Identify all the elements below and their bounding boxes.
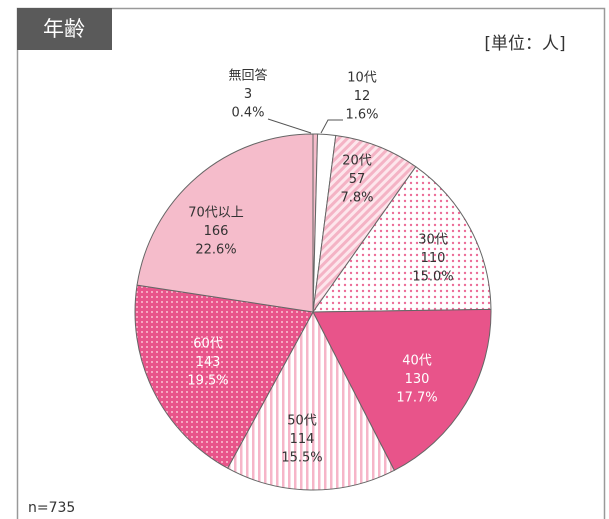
- slice-label: 15.5%: [281, 451, 322, 466]
- slice-label: 10代: [347, 71, 377, 86]
- slice-label: 166: [204, 224, 229, 239]
- leader-line: [267, 118, 312, 134]
- pie-slice: [136, 133, 314, 313]
- pie-slice: [312, 308, 492, 472]
- pie-slice: [134, 284, 314, 469]
- slice-label: 143: [196, 355, 221, 370]
- slice-label: 3: [244, 87, 252, 102]
- slice-label: 12: [354, 89, 371, 104]
- slice-label: 57: [349, 172, 366, 187]
- leader-line: [320, 119, 343, 134]
- slice-label: 無回答: [228, 68, 267, 84]
- slice-label: 110: [421, 251, 446, 266]
- chart-title: 年齢: [43, 17, 85, 41]
- sample-size: n=735: [28, 500, 75, 516]
- frame: [16, 7, 606, 519]
- slice-label: 70代以上: [188, 206, 244, 221]
- slice-label: 114: [290, 432, 315, 447]
- slice-label: 0.4%: [231, 106, 264, 121]
- slice-label: 20代: [342, 154, 372, 169]
- unit-label: [単位：人]: [484, 34, 565, 54]
- pie-slice: [226, 310, 395, 491]
- slice-label: 40代: [402, 354, 432, 369]
- slice-label: 1.6%: [345, 108, 378, 123]
- slice-label: 7.8%: [340, 191, 373, 206]
- slice-label: 60代: [193, 337, 223, 352]
- title-box: [17, 8, 112, 50]
- slice-label: 22.6%: [195, 243, 236, 258]
- slice-label: 17.7%: [396, 391, 437, 406]
- slice-label: 30代: [418, 233, 448, 248]
- slice-label: 15.0%: [412, 270, 453, 285]
- slice-label: 19.5%: [187, 374, 228, 389]
- slice-label: 50代: [287, 414, 317, 429]
- slice-label: 130: [405, 372, 430, 387]
- pie-slice: [312, 165, 492, 313]
